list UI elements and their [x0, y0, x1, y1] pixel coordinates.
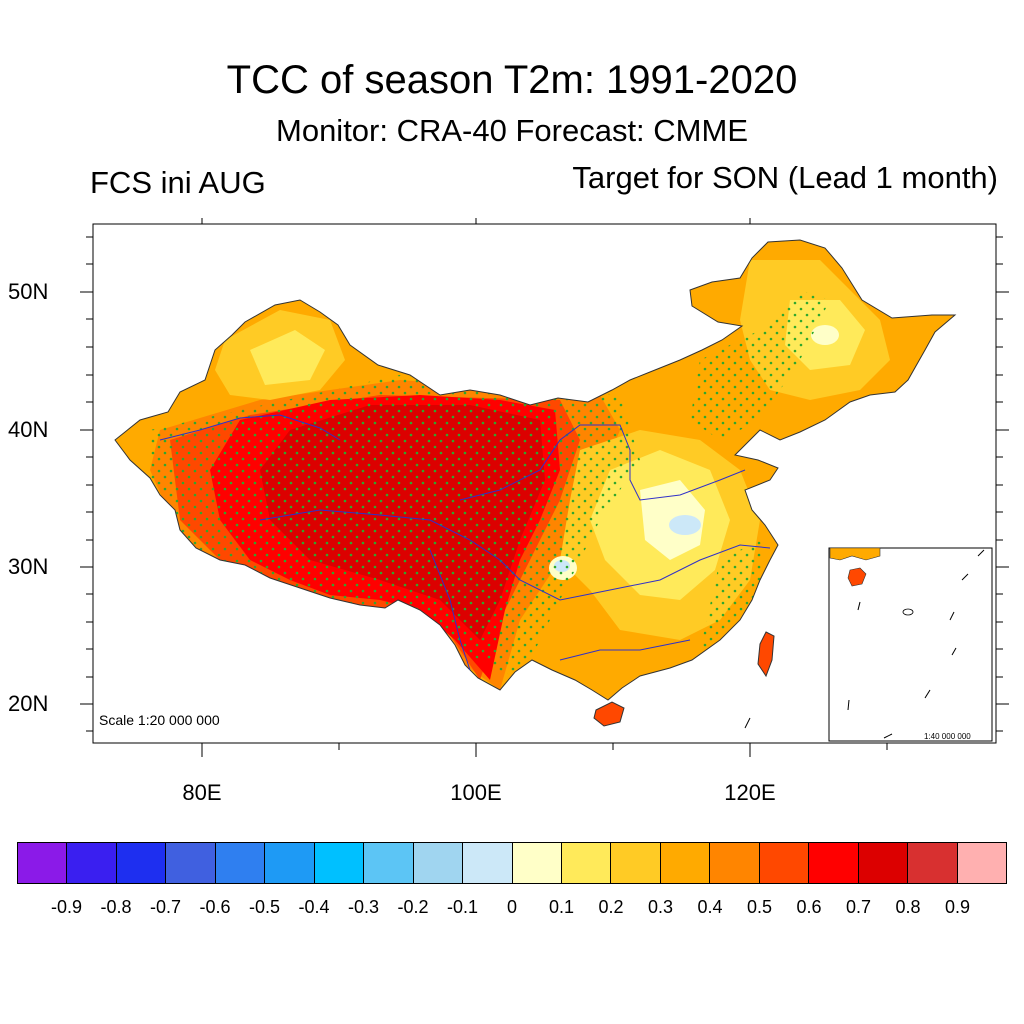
colorbar-swatch [215, 843, 266, 883]
colorbar-tick-label: -0.5 [248, 897, 281, 917]
colorbar-tick-label: 0.3 [647, 897, 674, 917]
colorbar-swatch [166, 843, 216, 883]
colorbar-swatch [463, 843, 513, 883]
colorbar-swatch [809, 843, 859, 883]
colorbar-swatch [265, 843, 315, 883]
lat-label-20n: 20N [8, 691, 49, 716]
colorbar-tick-label: 0.1 [548, 897, 575, 917]
colorbar-tick-label: 0.5 [746, 897, 773, 917]
lat-label-50n: 50N [8, 279, 49, 304]
colorbar-tick-label: -0.7 [149, 897, 182, 917]
colorbar-swatch [116, 843, 167, 883]
colorbar-tick-label: -0.1 [446, 897, 479, 917]
lon-label-100e: 100E [450, 780, 502, 805]
lon-label-80e: 80E [182, 780, 222, 805]
lon-label-120e: 120E [724, 780, 776, 805]
colorbar-swatch [759, 843, 810, 883]
initialization-label: FCS ini AUG [90, 165, 266, 200]
colorbar-swatch [660, 843, 711, 883]
colorbar-tick-label: 0.2 [598, 897, 624, 917]
colorbar-tick-label: -0.8 [100, 897, 132, 917]
colorbar-tick-label: 0 [506, 897, 518, 917]
colorbar-swatch [512, 843, 562, 883]
colorbar-tick-label: 0.4 [697, 897, 723, 917]
colorbar-swatch [957, 843, 1007, 883]
lat-label-30n: 30N [8, 554, 49, 579]
colorbar-swatch [561, 843, 612, 883]
colorbar-swatch [67, 843, 117, 883]
colorbar-tick-label: -0.4 [298, 897, 330, 917]
colorbar-tick-label: 0.8 [895, 897, 921, 917]
target-label: Target for SON (Lead 1 month) [572, 160, 998, 195]
colorbar [17, 842, 1007, 884]
lat-label-40n: 40N [8, 417, 49, 442]
colorbar-tick-label: 0.6 [796, 897, 822, 917]
colorbar-swatch [858, 843, 909, 883]
main-scale-label: Scale 1:20 000 000 [99, 712, 220, 728]
map-title: TCC of season T2m: 1991-2020 [226, 58, 798, 102]
map-subtitle: Monitor: CRA-40 Forecast: CMME [276, 113, 748, 148]
colorbar-swatch [710, 843, 760, 883]
colorbar-tick-label: -0.6 [199, 897, 231, 917]
colorbar-swatch [364, 843, 414, 883]
colorbar-tick-label: -0.9 [50, 897, 83, 917]
colorbar-swatch [908, 843, 958, 883]
colorbar-tick-label: 0.7 [845, 897, 872, 917]
colorbar-tick-label: -0.2 [397, 897, 429, 917]
colorbar-swatch [18, 843, 68, 883]
colorbar-swatch [314, 843, 365, 883]
colorbar-tick-label: 0.9 [944, 897, 971, 917]
colorbar-swatch [413, 843, 464, 883]
colorbar-tick-label: -0.3 [347, 897, 380, 917]
colorbar-swatch [611, 843, 661, 883]
inset-scale-label: 1:40 000 000 [924, 732, 971, 741]
